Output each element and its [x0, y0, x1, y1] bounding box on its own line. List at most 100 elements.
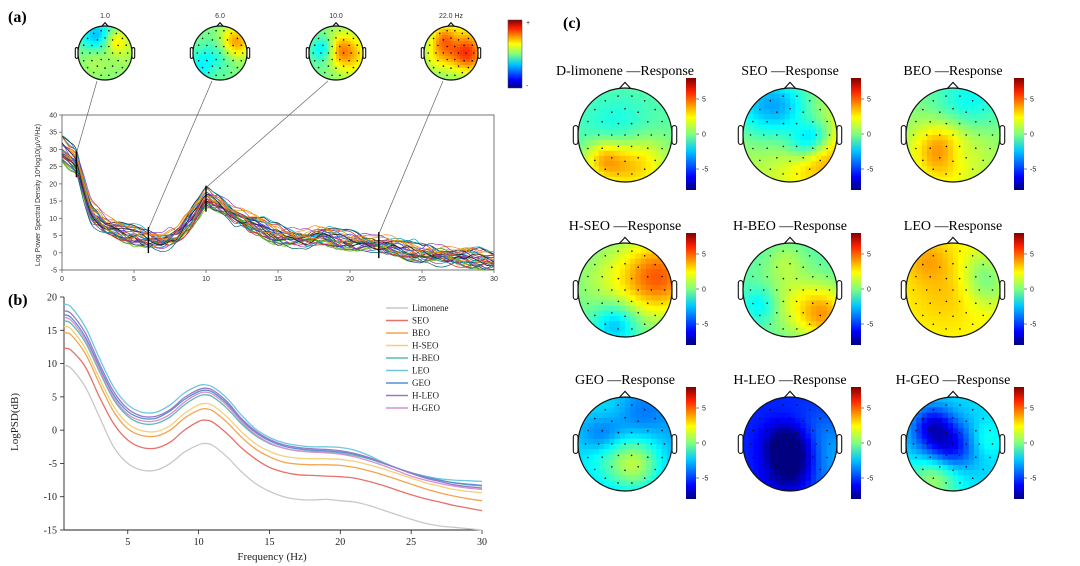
panel-b-logpsd-chart: 5 10 15 20 25 30 -15 -10 -5 0 5 10 15 20 Limonene SEO B…: [9, 293, 487, 564]
panel-b-legend-item: H-BEO: [386, 353, 440, 363]
panel-c-topomap-title: H-BEO —Response: [733, 219, 847, 234]
panel-a-channel-line: [61, 156, 495, 269]
panel-c-topomap-cell: BEO —Response 5 0 -5: [900, 64, 1036, 190]
panel-c-topomap-8: [900, 390, 1006, 492]
panel-b-legend-label: BEO: [412, 328, 431, 338]
panel-a-connector-line: [205, 80, 329, 188]
panel-b-legend-item: Limonene: [386, 303, 449, 313]
panel-label-c: (c): [563, 15, 581, 32]
panel-b-legend-item: GEO: [386, 378, 431, 388]
panel-a-y-axis-label: Log Power Spectral Density 10*log10(μV²/…: [35, 124, 42, 266]
panel-c-colorbar: [851, 78, 861, 190]
panel-b-ytick-label: 15: [47, 326, 57, 337]
panel-b-ytick-label: 10: [47, 359, 57, 370]
panel-a-ytick-label: 5: [53, 233, 57, 240]
panel-a-connector-line: [148, 80, 213, 230]
panel-c-topomap-cell: SEO —Response 5 0 -5: [737, 64, 873, 190]
panel-a-colorbar-max: +: [526, 20, 530, 27]
panel-a-xtick-label: 0: [60, 276, 64, 283]
panel-c-colorbar-tick: 0: [702, 441, 706, 448]
panel-b-legend-item: H-SEO: [386, 341, 439, 351]
panel-b-legend-label: H-SEO: [412, 341, 439, 351]
panel-a-channel-line: [61, 156, 495, 269]
panel-c-colorbar-tick: 5: [867, 97, 871, 104]
panel-a-ytick-label: -5: [51, 268, 57, 275]
panel-b-legend-label: GEO: [412, 378, 431, 388]
panel-label-a: (a): [8, 9, 27, 26]
panel-c-topomap-cell: H-GEO —Response 5 0 -5: [896, 373, 1036, 499]
panel-c-colorbar-tick: 0: [1030, 287, 1034, 294]
panel-c-colorbar-tick: 0: [702, 287, 706, 294]
panel-b-legend-label: LEO: [412, 366, 430, 376]
panel-c-colorbar-tick: 5: [702, 97, 706, 104]
panel-c-colorbar-tick: -5: [1030, 322, 1036, 329]
panel-c-colorbar: [1014, 387, 1024, 499]
panel-b-legend-label: SEO: [412, 316, 430, 326]
panel-c-colorbar-tick: 0: [1030, 132, 1034, 139]
panel-b-xtick-label: 20: [335, 537, 345, 548]
panel-a-channel-line: [61, 135, 495, 255]
panel-a-xtick-label: 25: [418, 276, 426, 283]
panel-c-topomap-cell: D-limonene —Response 5 0 -5: [556, 64, 708, 190]
panel-a-xtick-label: 30: [490, 276, 498, 283]
panel-c-topomap-2: [900, 81, 1006, 183]
panel-c-topomap-cell: H-SEO —Response 5 0 -5: [569, 219, 708, 345]
panel-a-connector-line: [378, 80, 444, 235]
panel-c-topomap-title: D-limonene —Response: [556, 64, 694, 79]
panel-c-colorbar-tick: 0: [702, 132, 706, 139]
panel-c-colorbar: [851, 233, 861, 345]
panel-c-colorbar-tick: 5: [1030, 406, 1034, 413]
panel-b-ytick-label: -15: [44, 526, 57, 537]
panel-c-colorbar-tick: -5: [1030, 476, 1036, 483]
panel-a-channel-line: [61, 152, 495, 263]
panel-a-topomap-1: [189, 21, 251, 81]
panel-b-xtick-label: 15: [264, 537, 274, 548]
panel-a-channel-line: [61, 144, 495, 261]
panel-a-xtick-label: 10: [202, 276, 210, 283]
panel-c-colorbar-tick: -5: [867, 322, 873, 329]
panel-c-colorbar-tick: 5: [702, 252, 706, 259]
panel-b-x-axis-label: Frequency (Hz): [237, 551, 307, 563]
panel-a-topomap-3: [420, 21, 482, 81]
panel-c-topomap-3: [572, 236, 678, 338]
panel-c-colorbar-tick: 5: [702, 406, 706, 413]
panel-b-legend-label: H-LEO: [412, 391, 439, 401]
panel-c-topomap-title: BEO —Response: [903, 64, 1002, 79]
panel-b-series-line-h-seo: [63, 325, 483, 494]
panel-a-channel-line: [61, 135, 495, 255]
panel-b-series-lines: [63, 303, 483, 531]
panel-c-colorbar: [1014, 78, 1024, 190]
panel-label-b: (b): [8, 292, 28, 309]
panel-a-xtick-label: 15: [274, 276, 282, 283]
panel-b-series-line-limonene: [63, 364, 483, 531]
panel-b-series-line-beo: [63, 332, 483, 502]
panel-a-topomap-label: 6.0: [215, 13, 225, 20]
panel-b-ytick-label: 0: [52, 426, 57, 437]
panel-c-topomap-6: [572, 390, 678, 492]
panel-b-xtick-label: 25: [406, 537, 416, 548]
panel-b-legend-label: H-GEO: [412, 403, 440, 413]
panel-c-topomap-7: [737, 390, 843, 492]
panel-b-legend-item: SEO: [386, 316, 430, 326]
panel-c-topomap-cell: GEO —Response 5 0 -5: [572, 373, 708, 499]
panel-a-ytick-label: 40: [49, 113, 57, 120]
panel-c-topomap-title: GEO —Response: [575, 373, 675, 388]
panel-a-channel-line: [61, 142, 495, 263]
panel-c-topomap-5: [900, 236, 1006, 338]
panel-c-topomap-title: H-GEO —Response: [896, 373, 1011, 388]
panel-c-colorbar: [686, 78, 696, 190]
panel-c-topomap-cell: H-LEO —Response 5 0 -5: [733, 373, 873, 499]
panel-a-ytick-label: 10: [49, 216, 57, 223]
panel-a-ytick-label: 20: [49, 181, 57, 188]
panel-a-colorbar: [507, 19, 523, 89]
panel-c-topomap-title: SEO —Response: [741, 64, 839, 79]
panel-c-topomap-title: H-SEO —Response: [569, 219, 681, 234]
panel-b-legend: Limonene SEO BEO H-SEO H-BEO LEO GEO H-LEO H-GEO: [386, 303, 449, 413]
panel-a-channel-line: [61, 143, 495, 261]
panel-b-series-line-h-leo: [63, 310, 483, 489]
panel-a-connectors: [75, 80, 444, 259]
panel-c-colorbar: [1014, 233, 1024, 345]
panel-a-topomap-label: 22.0 Hz: [439, 13, 464, 20]
panel-a-ytick-label: 30: [49, 147, 57, 154]
panel-a-topomap-0: [74, 21, 136, 81]
